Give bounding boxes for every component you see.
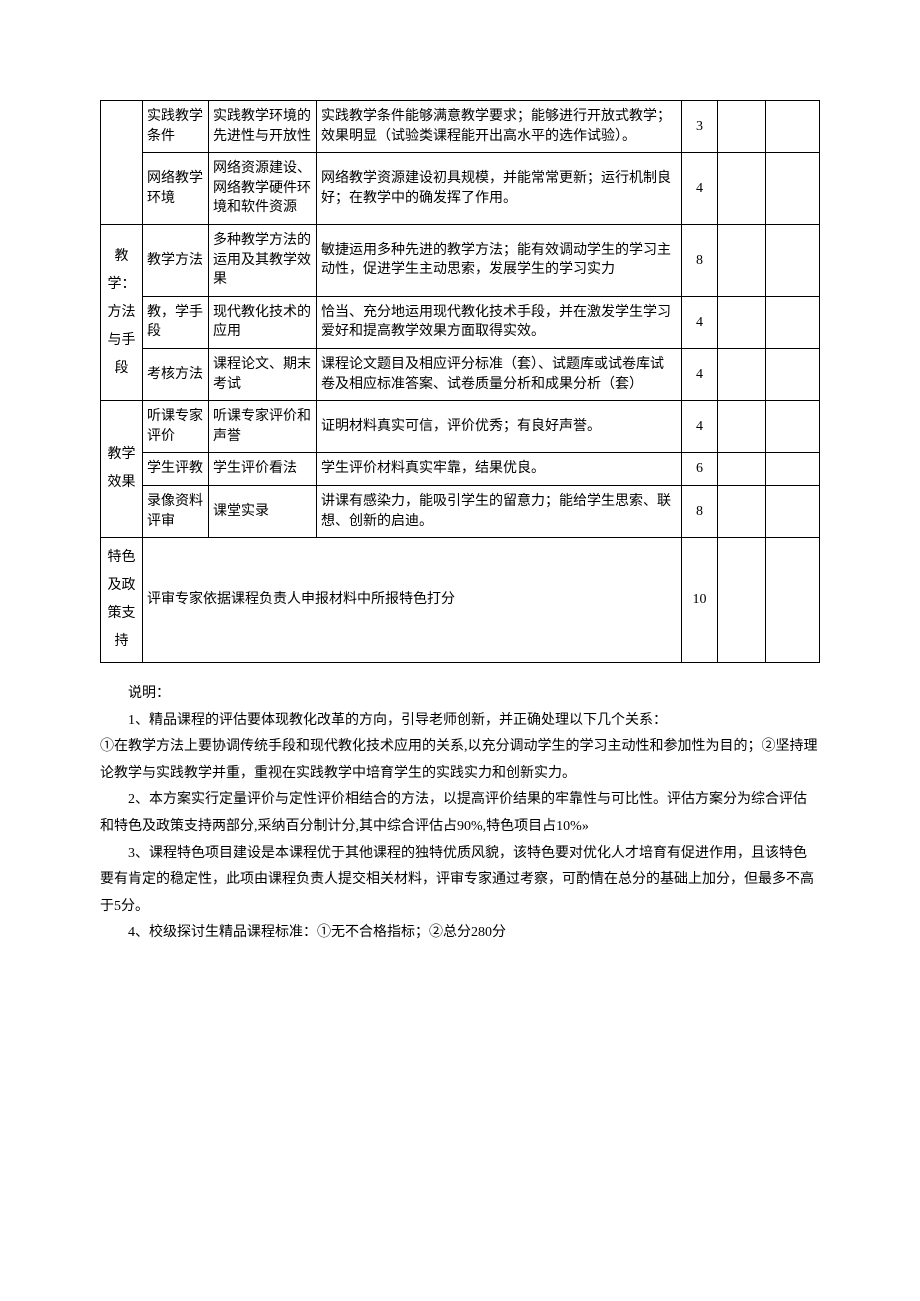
table-row: 教学：方法与手段教学方法多种教学方法的运用及其教学效果敏捷运用多种先进的教学方法… [101, 224, 820, 296]
score-cell: 8 [682, 485, 718, 537]
notes-p2: ①在教学方法上要协调传统手段和现代教化技术应用的关系,以充分调动学生的学习主动性… [100, 734, 820, 787]
point-cell: 课程论文、期末考试 [209, 348, 317, 400]
eval-cell-1 [718, 101, 766, 153]
notes-heading: 说明： [100, 681, 820, 708]
eval-cell-2 [766, 401, 820, 453]
sub-cell: 考核方法 [143, 348, 209, 400]
eval-cell-2 [766, 101, 820, 153]
notes-p1: 1、精品课程的评估要体现教化改革的方向，引导老师创新，并正确处理以下几个关系： [100, 708, 820, 735]
sub-cell: 教，学手段 [143, 296, 209, 348]
table-row: 学生评教学生评价看法学生评价材料真实牢靠，结果优良。6 [101, 453, 820, 486]
point-cell: 网络资源建设、网络教学硬件环境和软件资源 [209, 153, 317, 225]
score-cell: 4 [682, 401, 718, 453]
table-row: 教，学手段现代教化技术的应用恰当、充分地运用现代教化技术手段，并在激发学生学习爱… [101, 296, 820, 348]
eval-cell-2 [766, 485, 820, 537]
eval-cell-2 [766, 453, 820, 486]
eval-cell-1 [718, 485, 766, 537]
category-cell: 特色及政策支持 [101, 538, 143, 663]
eval-cell-1 [718, 224, 766, 296]
sub-cell: 教学方法 [143, 224, 209, 296]
eval-cell-2 [766, 348, 820, 400]
eval-cell-1 [718, 453, 766, 486]
desc-cell: 证明材料真实可信，评价优秀；有良好声誉。 [317, 401, 682, 453]
point-cell: 实践教学环境的先进性与开放性 [209, 101, 317, 153]
desc-cell: 课程论文题目及相应评分标准（套）、试题库或试卷库试卷及相应标准答案、试卷质量分析… [317, 348, 682, 400]
eval-cell-1 [718, 538, 766, 663]
sub-cell: 网络教学环境 [143, 153, 209, 225]
category-cell: 教学：方法与手段 [101, 224, 143, 400]
table-row: 考核方法课程论文、期末考试课程论文题目及相应评分标准（套）、试题库或试卷库试卷及… [101, 348, 820, 400]
notes-p4: 3、课程特色项目建设是本课程优于其他课程的独特优质风貌，该特色要对优化人才培育有… [100, 841, 820, 921]
eval-cell-1 [718, 153, 766, 225]
table-row: 特色及政策支持评审专家依据课程负责人申报材料中所报特色打分10 [101, 538, 820, 663]
desc-cell: 学生评价材料真实牢靠，结果优良。 [317, 453, 682, 486]
sub-cell: 实践教学条件 [143, 101, 209, 153]
score-cell: 4 [682, 296, 718, 348]
table-row: 网络教学环境网络资源建设、网络教学硬件环境和软件资源网络教学资源建设初具规模，并… [101, 153, 820, 225]
eval-cell-2 [766, 153, 820, 225]
category-cell: 教学效果 [101, 401, 143, 538]
desc-cell: 评审专家依据课程负责人申报材料中所报特色打分 [143, 538, 682, 663]
score-cell: 3 [682, 101, 718, 153]
eval-cell-1 [718, 348, 766, 400]
sub-cell: 学生评教 [143, 453, 209, 486]
eval-cell-2 [766, 538, 820, 663]
desc-cell: 讲课有感染力，能吸引学生的留意力；能给学生思索、联想、创新的启迪。 [317, 485, 682, 537]
desc-cell: 敏捷运用多种先进的教学方法；能有效调动学生的学习主动性，促进学生主动思索，发展学… [317, 224, 682, 296]
desc-cell: 实践教学条件能够满意教学要求；能够进行开放式教学；效果明显（试验类课程能开出高水… [317, 101, 682, 153]
point-cell: 多种教学方法的运用及其教学效果 [209, 224, 317, 296]
table-row: 录像资料评审课堂实录讲课有感染力，能吸引学生的留意力；能给学生思索、联想、创新的… [101, 485, 820, 537]
evaluation-table: 实践教学条件实践教学环境的先进性与开放性实践教学条件能够满意教学要求；能够进行开… [100, 100, 820, 663]
sub-cell: 听课专家评价 [143, 401, 209, 453]
score-cell: 8 [682, 224, 718, 296]
notes-p3: 2、本方案实行定量评价与定性评价相结合的方法，以提高评价结果的牢靠性与可比性。评… [100, 787, 820, 840]
point-cell: 听课专家评价和声誉 [209, 401, 317, 453]
score-cell: 6 [682, 453, 718, 486]
desc-cell: 网络教学资源建设初具规模，并能常常更新；运行机制良好；在教学中的确发挥了作用。 [317, 153, 682, 225]
table-row: 教学效果听课专家评价听课专家评价和声誉证明材料真实可信，评价优秀；有良好声誉。4 [101, 401, 820, 453]
desc-cell: 恰当、充分地运用现代教化技术手段，并在激发学生学习爱好和提高教学效果方面取得实效… [317, 296, 682, 348]
table-row: 实践教学条件实践教学环境的先进性与开放性实践教学条件能够满意教学要求；能够进行开… [101, 101, 820, 153]
point-cell: 现代教化技术的应用 [209, 296, 317, 348]
eval-cell-2 [766, 224, 820, 296]
score-cell: 4 [682, 153, 718, 225]
score-cell: 4 [682, 348, 718, 400]
point-cell: 学生评价看法 [209, 453, 317, 486]
eval-cell-2 [766, 296, 820, 348]
notes-p5: 4、校级探讨生精品课程标准：①无不合格指标；②总分280分 [100, 920, 820, 947]
category-cell [101, 101, 143, 225]
eval-cell-1 [718, 296, 766, 348]
point-cell: 课堂实录 [209, 485, 317, 537]
sub-cell: 录像资料评审 [143, 485, 209, 537]
score-cell: 10 [682, 538, 718, 663]
eval-cell-1 [718, 401, 766, 453]
notes-section: 说明： 1、精品课程的评估要体现教化改革的方向，引导老师创新，并正确处理以下几个… [100, 681, 820, 947]
